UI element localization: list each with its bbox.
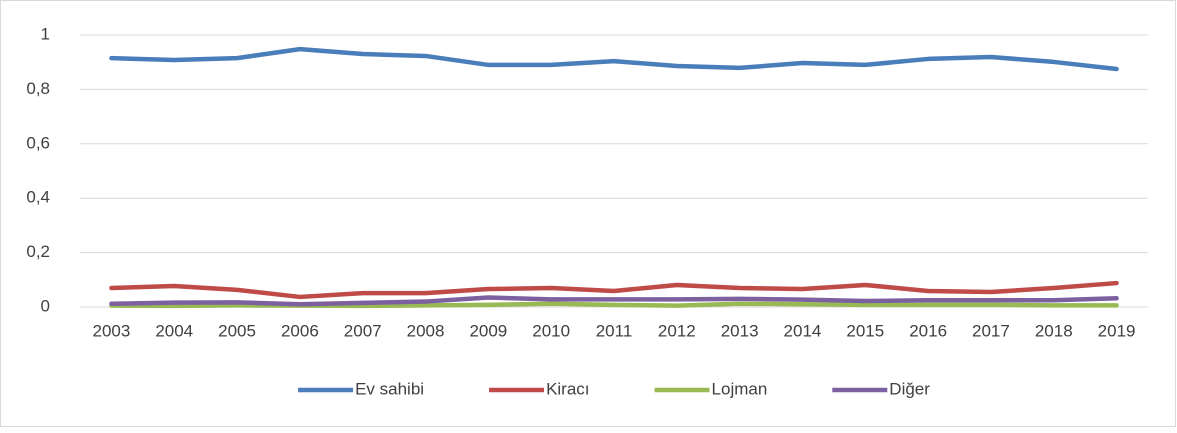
- x-tick-label: 2003: [92, 321, 130, 340]
- x-tick-label: 2005: [218, 321, 256, 340]
- y-tick-label: 0,2: [26, 242, 50, 261]
- legend-label: Ev sahibi: [355, 379, 424, 398]
- x-tick-label: 2009: [469, 321, 507, 340]
- y-tick-label: 0,4: [26, 188, 50, 207]
- x-tick-label: 2012: [658, 321, 696, 340]
- y-tick-label: 0,6: [26, 133, 50, 152]
- x-tick-label: 2017: [972, 321, 1010, 340]
- y-tick-label: 0: [41, 296, 50, 315]
- x-tick-label: 2008: [407, 321, 445, 340]
- x-tick-label: 2018: [1035, 321, 1073, 340]
- x-tick-label: 2019: [1098, 321, 1136, 340]
- x-tick-label: 2011: [596, 321, 633, 340]
- x-tick-label: 2010: [532, 321, 570, 340]
- x-tick-label: 2006: [281, 321, 319, 340]
- x-tick-label: 2013: [721, 321, 759, 340]
- series-line: [109, 280, 1119, 300]
- legend-label: Lojman: [712, 379, 768, 398]
- y-tick-label: 1: [41, 24, 50, 43]
- x-tick-label: 2007: [344, 321, 382, 340]
- x-tick-label: 2016: [909, 321, 947, 340]
- x-tick-label: 2004: [155, 321, 193, 340]
- series-line: [109, 46, 1119, 72]
- x-tick-label: 2015: [846, 321, 884, 340]
- legend-label: Kiracı: [546, 379, 589, 398]
- series-line: [109, 295, 1119, 307]
- x-tick-label: 2014: [784, 321, 822, 340]
- legend-label: Diğer: [889, 379, 930, 398]
- y-tick-label: 0,8: [26, 79, 50, 98]
